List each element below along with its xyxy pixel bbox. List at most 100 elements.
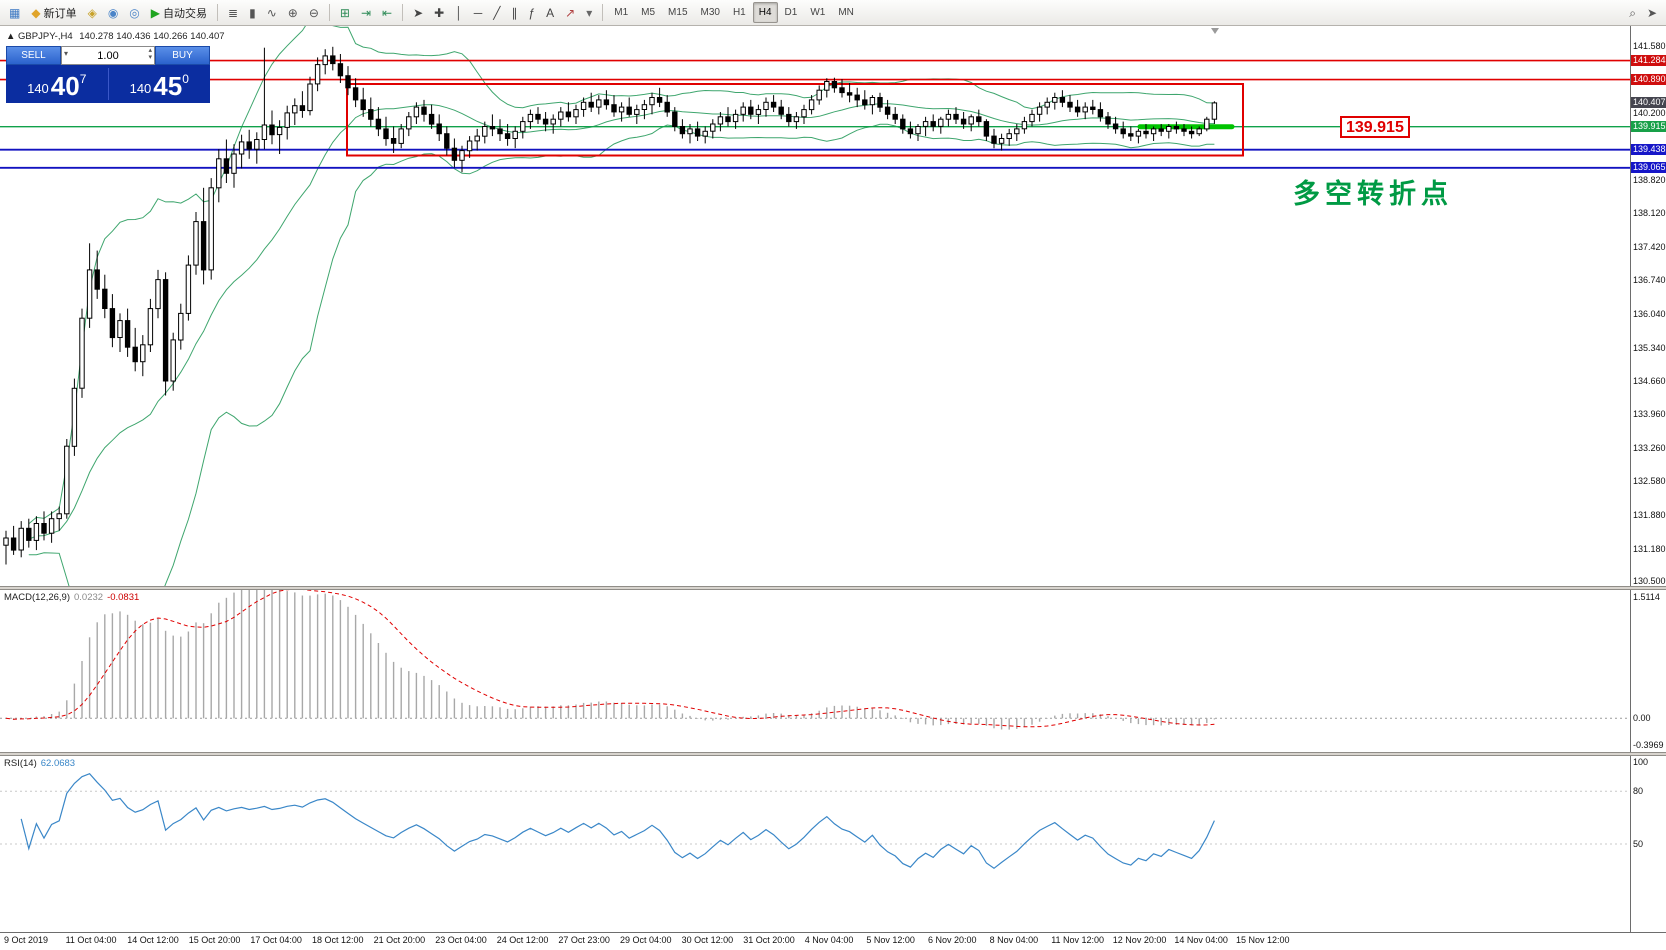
auto-scroll-icon: ⇥ xyxy=(360,5,371,20)
time-tick: 6 Nov 20:00 xyxy=(928,935,977,945)
arrows-dropdown-button[interactable]: ▾ xyxy=(581,2,597,23)
fibonacci-button[interactable]: ƒ xyxy=(523,2,540,23)
text-button[interactable]: A xyxy=(541,2,559,23)
sell-price[interactable]: 140 40 7 xyxy=(6,65,108,103)
rsi-label: RSI(14) 62.0683 xyxy=(4,758,79,769)
time-axis[interactable]: 9 Oct 2019 11 Oct 04:00 14 Oct 12:00 15 Oct… xyxy=(0,932,1666,950)
time-tick: 18 Oct 12:00 xyxy=(312,935,364,945)
zoom-in-button[interactable]: ⊕ xyxy=(283,2,303,23)
pointer-button[interactable]: ➤ xyxy=(1642,2,1662,23)
panel-separator[interactable] xyxy=(0,586,1666,590)
time-tick: 15 Oct 20:00 xyxy=(188,935,241,945)
ohlc-values: 140.278 140.436 140.266 140.407 xyxy=(79,31,225,42)
vertical-line-button[interactable]: │ xyxy=(450,2,468,23)
volume-dropdown-icon[interactable]: ▾ xyxy=(64,49,69,58)
timeframe-m15-button[interactable]: M15 xyxy=(668,7,688,18)
time-tick: 15 Nov 12:00 xyxy=(1236,935,1290,945)
buy-price[interactable]: 140 45 0 xyxy=(109,65,211,103)
main-chart-panel[interactable]: ▲ GBPJPY-,H4 140.278 140.436 140.266 140… xyxy=(0,26,1666,586)
bar-chart-icon: ≣ xyxy=(228,5,239,20)
terminal-icon: ▦ xyxy=(9,5,21,20)
time-tick: 24 Oct 12:00 xyxy=(496,935,549,945)
buy-price-pips: 45 xyxy=(153,70,183,101)
help-button[interactable]: ◎ xyxy=(124,2,144,23)
price-chart-svg[interactable] xyxy=(0,26,1630,586)
candlestick-chart-icon: ▮ xyxy=(249,5,256,20)
rsi-axis[interactable]: 100 80 50 xyxy=(1630,756,1666,932)
time-tick: 31 Oct 20:00 xyxy=(743,935,795,945)
arrows-button[interactable]: ↗ xyxy=(560,2,580,23)
trendline-button[interactable]: ╱ xyxy=(488,2,505,23)
market-watch-icon: ◈ xyxy=(87,5,97,20)
channel-button[interactable]: ∥ xyxy=(506,2,522,23)
auto-scroll-button[interactable]: ⇥ xyxy=(356,2,376,23)
zoom-out-icon: ⊖ xyxy=(308,5,319,20)
timeframe-mn-button[interactable]: MN xyxy=(838,7,854,18)
crosshair-button[interactable]: ✚ xyxy=(429,2,449,23)
rsi-panel[interactable]: RSI(14) 62.0683 100 80 50 xyxy=(0,756,1666,932)
tile-windows-icon: ⊞ xyxy=(339,5,350,20)
panel-separator[interactable] xyxy=(0,752,1666,756)
bar-chart-button[interactable]: ≣ xyxy=(223,2,243,23)
timeframe-m30-button[interactable]: M30 xyxy=(700,7,720,18)
macd-tick: -0.3969 xyxy=(1633,740,1664,750)
autotrading-button[interactable]: ▶ 自动交易 xyxy=(146,2,212,23)
price-axis[interactable]: 141.580 140.200 138.820 138.120 137.420 136.7… xyxy=(1630,26,1666,586)
timeframe-m1-button[interactable]: M1 xyxy=(614,7,629,18)
macd-axis[interactable]: 1.5114 0.00 -0.3969 xyxy=(1630,590,1666,752)
rsi-chart-svg[interactable] xyxy=(0,756,1630,932)
price-tag-139.065: 139.065 xyxy=(1631,161,1666,173)
pointer-icon: ➤ xyxy=(1646,5,1657,20)
price-tick: 138.820 xyxy=(1633,174,1666,185)
candlestick-chart-button[interactable]: ▮ xyxy=(244,2,261,23)
arrows-icon: ↗ xyxy=(565,5,576,20)
price-tick: 136.040 xyxy=(1633,308,1666,319)
autotrading-button-label: 自动交易 xyxy=(163,7,208,20)
horizontal-line-button[interactable]: ─ xyxy=(469,2,488,23)
price-callout[interactable]: 139.915 xyxy=(1340,115,1410,138)
chart-shift-button[interactable]: ⇤ xyxy=(377,2,397,23)
macd-tick: 0.00 xyxy=(1633,713,1651,724)
line-chart-button[interactable]: ∿ xyxy=(262,2,282,23)
market-watch-button[interactable]: ◈ xyxy=(83,2,102,23)
volume-up-button[interactable]: ▴ xyxy=(148,47,152,54)
cursor-button[interactable]: ➤ xyxy=(408,2,428,23)
time-tick: 14 Oct 12:00 xyxy=(127,935,179,945)
buy-price-point: 0 xyxy=(182,72,189,86)
zoom-in-icon: ⊕ xyxy=(287,5,298,20)
macd-panel[interactable]: MACD(12,26,9) 0.0232 -0.0831 1.5114 0.00 -0.… xyxy=(0,590,1666,752)
price-tick: 141.580 xyxy=(1633,41,1666,52)
zoom-out-button[interactable]: ⊖ xyxy=(304,2,324,23)
help-icon: ◎ xyxy=(129,5,140,20)
collapse-arrow-icon[interactable]: ▲ xyxy=(6,31,16,42)
toolbar-divider xyxy=(217,4,219,21)
volume-field[interactable]: ▾ 1.00 ▴ ▾ xyxy=(61,46,155,65)
timeframe-d1-button[interactable]: D1 xyxy=(784,7,798,18)
tile-windows-button[interactable]: ⊞ xyxy=(335,2,355,23)
text-icon: A xyxy=(546,5,555,20)
new-order-button[interactable]: ◆ 新订单 xyxy=(26,2,81,23)
fibonacci-icon: ƒ xyxy=(528,5,536,20)
timeframe-h1-button[interactable]: H1 xyxy=(732,7,746,18)
timeframe-m5-button[interactable]: M5 xyxy=(641,7,656,18)
price-tick: 133.260 xyxy=(1633,443,1666,454)
terminal-button[interactable]: ▦ xyxy=(4,2,25,23)
time-tick: 21 Oct 20:00 xyxy=(373,935,426,945)
buy-button[interactable]: BUY xyxy=(155,46,210,65)
timeframe-h4-button[interactable]: H4 xyxy=(752,2,778,23)
time-tick: 5 Nov 12:00 xyxy=(866,935,915,945)
time-tick: 4 Nov 04:00 xyxy=(804,935,854,945)
search-button[interactable]: ⌕ xyxy=(1624,2,1641,23)
macd-name: MACD(12,26,9) xyxy=(4,592,70,603)
macd-chart-svg[interactable] xyxy=(0,590,1630,752)
volume-spinner: ▴ ▾ xyxy=(148,47,152,61)
toolbar-divider xyxy=(328,4,330,21)
sell-button[interactable]: SELL xyxy=(6,46,61,65)
navigator-button[interactable]: ◉ xyxy=(103,2,123,23)
volume-down-button[interactable]: ▾ xyxy=(148,54,152,61)
time-tick: 29 Oct 04:00 xyxy=(620,935,672,945)
timeframe-w1-button[interactable]: W1 xyxy=(810,7,826,18)
time-tick: 11 Nov 12:00 xyxy=(1051,935,1105,945)
rsi-name: RSI(14) xyxy=(4,758,37,769)
